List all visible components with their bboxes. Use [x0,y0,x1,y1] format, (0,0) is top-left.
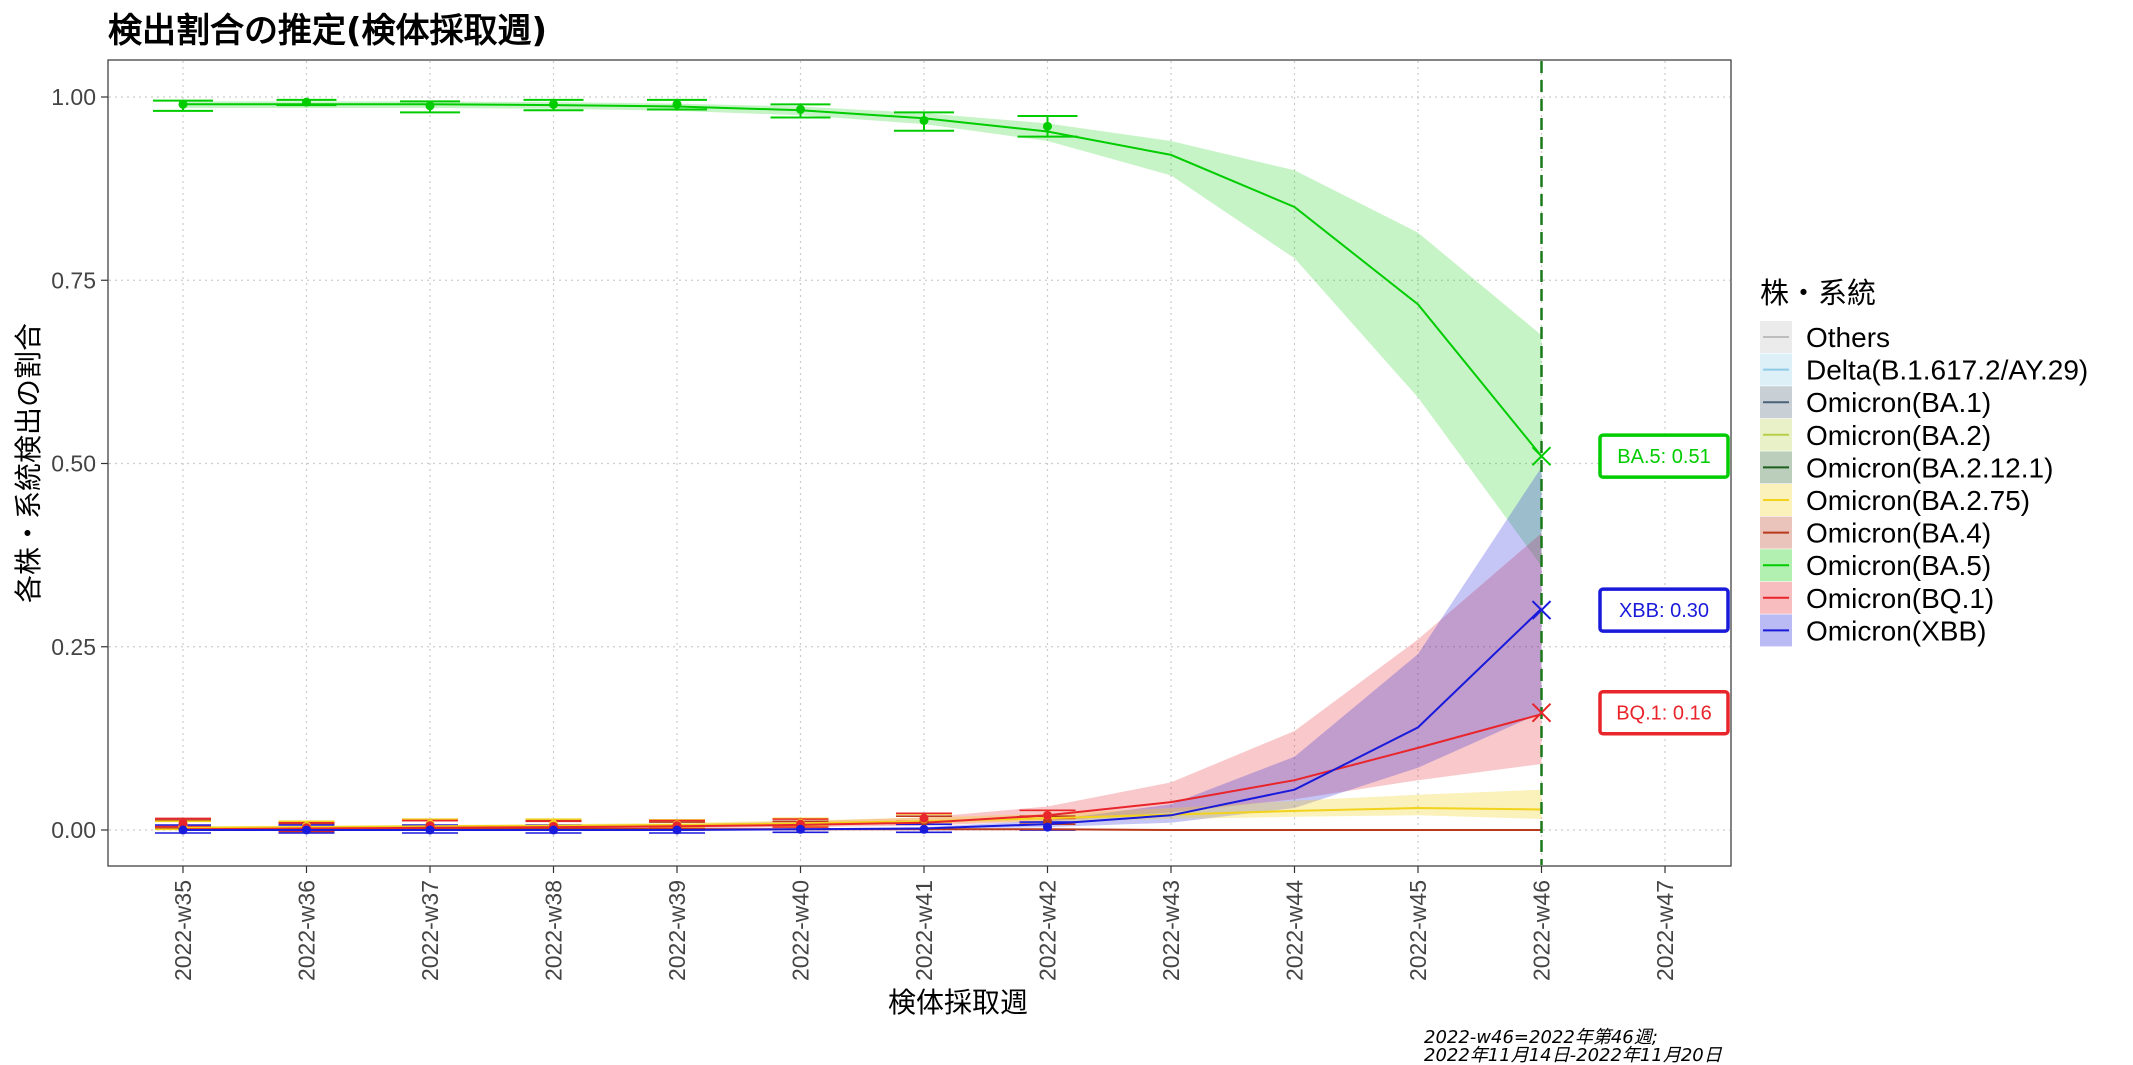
caption-line-2: 2022年11月14日-2022年11月20日 [1424,1045,1723,1065]
point-omicron-bq-1- [178,818,188,828]
point-omicron-xbb- [796,824,805,834]
point-omicron-ba-5- [178,99,188,109]
y-axis-ticks: 0.00 0.25 0.50 0.75 1.00 [51,84,108,843]
chart-title: 検出割合の推定(検体採取週) [108,11,547,51]
x-tick-label: 2022-w36 [294,880,320,981]
point-omicron-xbb- [672,825,682,835]
x-tick-label: 2022-w42 [1035,880,1061,981]
legend-item-label: Omicron(BA.2) [1806,420,1991,451]
x-axis-ticks: 2022-w35 2022-w36 2022-w37 2022-w38 2022-w39… [170,866,1678,981]
legend-item-label: Omicron(BA.4) [1806,518,1991,549]
annotation-label: XBB: 0.30 [1619,600,1709,622]
y-tick-label: 0.75 [51,267,96,293]
caption-line-1: 2022-w46=2022年第46週; [1424,1027,1658,1048]
legend-item-label: Omicron(BA.2.12.1) [1806,452,2053,483]
point-omicron-xbb- [549,825,558,835]
y-tick-label: 0.25 [51,634,96,660]
y-tick-label: 1.00 [51,84,96,110]
line-omicron-xbb- [183,607,1543,831]
endpoint-markers [1531,446,1552,723]
x-tick-label: 2022-w45 [1405,880,1431,981]
x-tick-label: 2022-w43 [1158,880,1184,981]
line-omicron-ba-5- [183,103,1543,457]
point-omicron-xbb- [1043,822,1052,832]
legend-item-label: Others [1806,322,1890,353]
annotation-label: BA.5: 0.51 [1617,446,1710,468]
y-tick-label: 0.50 [51,451,96,477]
legend-item-label: Omicron(BA.1) [1806,387,1991,418]
x-tick-label: 2022-w38 [541,880,567,981]
point-omicron-ba-5- [919,115,929,125]
point-omicron-xbb- [178,825,188,835]
x-tick-label: 2022-w37 [417,880,443,981]
legend-title: 株・系統 [1760,276,1876,310]
point-omicron-ba-5- [302,97,311,107]
legend-item-label: Omicron(BA.2.75) [1806,485,2030,516]
annotation-label: BQ.1: 0.16 [1616,703,1712,725]
observed-points [178,97,1052,835]
fitted-lines [182,103,1543,831]
x-tick-label: 2022-w46 [1529,880,1555,981]
point-omicron-xbb- [302,825,311,835]
endpoint-x-marker [1531,446,1552,466]
endpoint-x-marker [1531,703,1552,723]
y-tick-label: 0.00 [51,817,96,843]
point-omicron-bq-1- [919,813,929,823]
legend: 株・系統 OthersDelta(B.1.617.2/AY.29)Omicron… [1760,276,2088,647]
x-tick-label: 2022-w39 [664,880,690,981]
point-omicron-ba-5- [796,104,805,114]
legend-item-label: Delta(B.1.617.2/AY.29) [1806,355,2088,386]
x-tick-label: 2022-w41 [911,880,937,981]
legend-item-label: Omicron(BQ.1) [1806,583,1994,614]
x-tick-label: 2022-w35 [170,880,196,981]
annotation-box [1598,433,1730,479]
point-omicron-ba-5- [1043,121,1052,131]
annotation-box [1598,587,1730,633]
annotations: BA.5: 0.51 XBB: 0.30 BQ.1: 0.16 [1598,433,1730,736]
point-omicron-ba-5- [549,99,558,109]
point-omicron-xbb- [425,825,435,835]
annotation-box [1598,689,1730,736]
x-tick-label: 2022-w40 [788,880,814,981]
x-axis-title: 検体採取週 [888,986,1028,1019]
x-tick-label: 2022-w44 [1282,880,1308,981]
y-axis-title: 各株・系統検出の割合 [12,323,45,603]
point-omicron-bq-1- [1043,810,1052,820]
x-tick-label: 2022-w47 [1652,880,1678,981]
line-omicron-ba-2-75- [182,806,1542,829]
line-omicron-bq-1- [182,713,1542,831]
endpoint-x-marker [1531,600,1552,620]
point-omicron-xbb- [919,824,929,834]
legend-item-label: Omicron(BA.5) [1806,550,1991,581]
point-omicron-ba-5- [425,101,435,111]
point-omicron-ba-5- [672,99,682,109]
legend-item-label: Omicron(XBB) [1806,615,1986,646]
